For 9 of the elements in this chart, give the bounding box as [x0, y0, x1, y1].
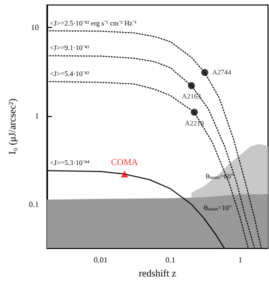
x-tick-label: 0.01: [94, 256, 108, 264]
x-axis-title: redshift z: [138, 268, 177, 280]
y-axis-title: I₀ (μJ/arcsec²): [8, 98, 18, 154]
series-label: COMA: [111, 157, 139, 168]
x-tick-label: 0.1: [165, 256, 176, 264]
x-tick-label: 1: [238, 256, 242, 264]
y-tick-label: 1: [34, 111, 39, 120]
y-tick-label: 0.1: [28, 200, 39, 209]
y-tick-label: 10: [30, 23, 39, 32]
